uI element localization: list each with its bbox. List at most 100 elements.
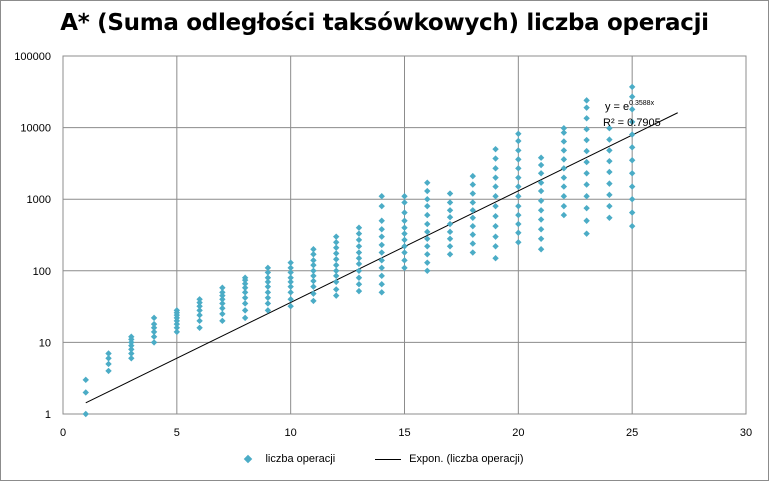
data-point — [378, 264, 385, 272]
data-point — [355, 287, 363, 295]
data-point — [128, 346, 135, 353]
data-point — [355, 230, 363, 237]
data-point — [469, 240, 476, 247]
data-point — [628, 93, 636, 100]
data-point — [241, 294, 249, 301]
data-point — [378, 233, 385, 240]
data-point — [264, 264, 272, 272]
data-point — [264, 274, 272, 281]
data-point — [401, 217, 408, 224]
data-point — [537, 170, 545, 177]
x-tick-label: 0 — [60, 427, 66, 439]
data-point — [446, 228, 454, 236]
data-point — [560, 129, 568, 136]
data-point — [355, 267, 363, 274]
data-point — [515, 165, 522, 172]
data-point — [560, 183, 568, 190]
data-point — [537, 216, 545, 223]
data-point — [173, 307, 181, 314]
legend-marker-line — [375, 458, 402, 460]
data-point — [219, 296, 226, 303]
legend: liczba operacji Expon. (liczba operacji) — [0, 453, 769, 465]
data-point — [355, 243, 363, 250]
data-point — [128, 350, 135, 357]
data-point — [537, 197, 545, 204]
data-point — [628, 170, 636, 177]
y-tick-label: 1000 — [27, 194, 51, 206]
data-point — [469, 231, 476, 238]
data-point — [492, 165, 499, 172]
data-point — [606, 125, 613, 132]
data-point — [333, 278, 340, 286]
data-point — [401, 230, 408, 237]
data-point — [469, 249, 476, 256]
trend-r-squared: R² = 0.7905 — [603, 117, 661, 129]
data-point — [219, 284, 226, 291]
data-point — [401, 209, 408, 216]
data-point — [264, 289, 272, 296]
data-point — [446, 207, 454, 214]
data-point — [310, 283, 317, 290]
data-point — [378, 257, 385, 264]
data-point — [560, 165, 568, 172]
data-point — [333, 267, 340, 274]
data-point — [401, 243, 408, 250]
data-point — [628, 183, 636, 190]
data-point — [355, 260, 363, 268]
data-point — [446, 190, 454, 197]
data-point — [492, 193, 499, 200]
x-axis-ticks: 0 5 10 15 20 25 30 — [60, 427, 752, 439]
x-tick-label: 15 — [398, 427, 410, 439]
data-point — [583, 158, 590, 166]
data-point — [401, 236, 408, 244]
data-point — [560, 147, 568, 154]
data-point — [515, 137, 522, 145]
data-point — [310, 297, 317, 305]
data-point — [492, 254, 499, 262]
data-point — [310, 267, 317, 274]
data-point — [219, 317, 226, 325]
data-point — [105, 350, 112, 357]
chart-title: A* (Suma odległości taksówkowych) liczba… — [60, 10, 709, 36]
data-point — [287, 259, 294, 266]
data-point — [401, 224, 408, 231]
data-point — [628, 144, 636, 151]
y-tick-label: 10 — [39, 337, 51, 349]
data-point — [378, 202, 385, 210]
data-point — [355, 280, 363, 288]
x-tick-label: 25 — [626, 427, 638, 439]
data-point — [355, 254, 363, 262]
data-point — [424, 267, 431, 274]
data-point — [446, 243, 454, 250]
data-point — [515, 193, 522, 200]
data-point — [401, 264, 408, 272]
data-point — [424, 211, 431, 219]
data-point — [515, 220, 522, 228]
data-point — [628, 196, 636, 203]
data-point — [606, 214, 613, 221]
data-point — [378, 272, 385, 280]
data-point — [469, 214, 476, 221]
data-point — [583, 204, 590, 212]
data-point — [150, 324, 158, 331]
data-point — [446, 220, 454, 228]
data-point — [537, 161, 545, 169]
y-tick-label: 100 — [33, 266, 51, 278]
data-point — [378, 289, 385, 296]
data-point — [173, 324, 181, 331]
data-point — [287, 274, 294, 281]
data-point — [492, 233, 499, 240]
y-tick-label: 1 — [45, 409, 51, 421]
data-point — [219, 300, 226, 307]
data-point — [196, 324, 203, 331]
data-point — [310, 257, 317, 264]
data-point — [401, 199, 408, 206]
data-point — [537, 235, 545, 242]
data-point — [583, 97, 590, 104]
data-point — [355, 249, 363, 256]
data-point — [150, 314, 158, 322]
data-points — [82, 83, 636, 418]
data-point — [492, 155, 499, 162]
data-point — [241, 300, 249, 307]
